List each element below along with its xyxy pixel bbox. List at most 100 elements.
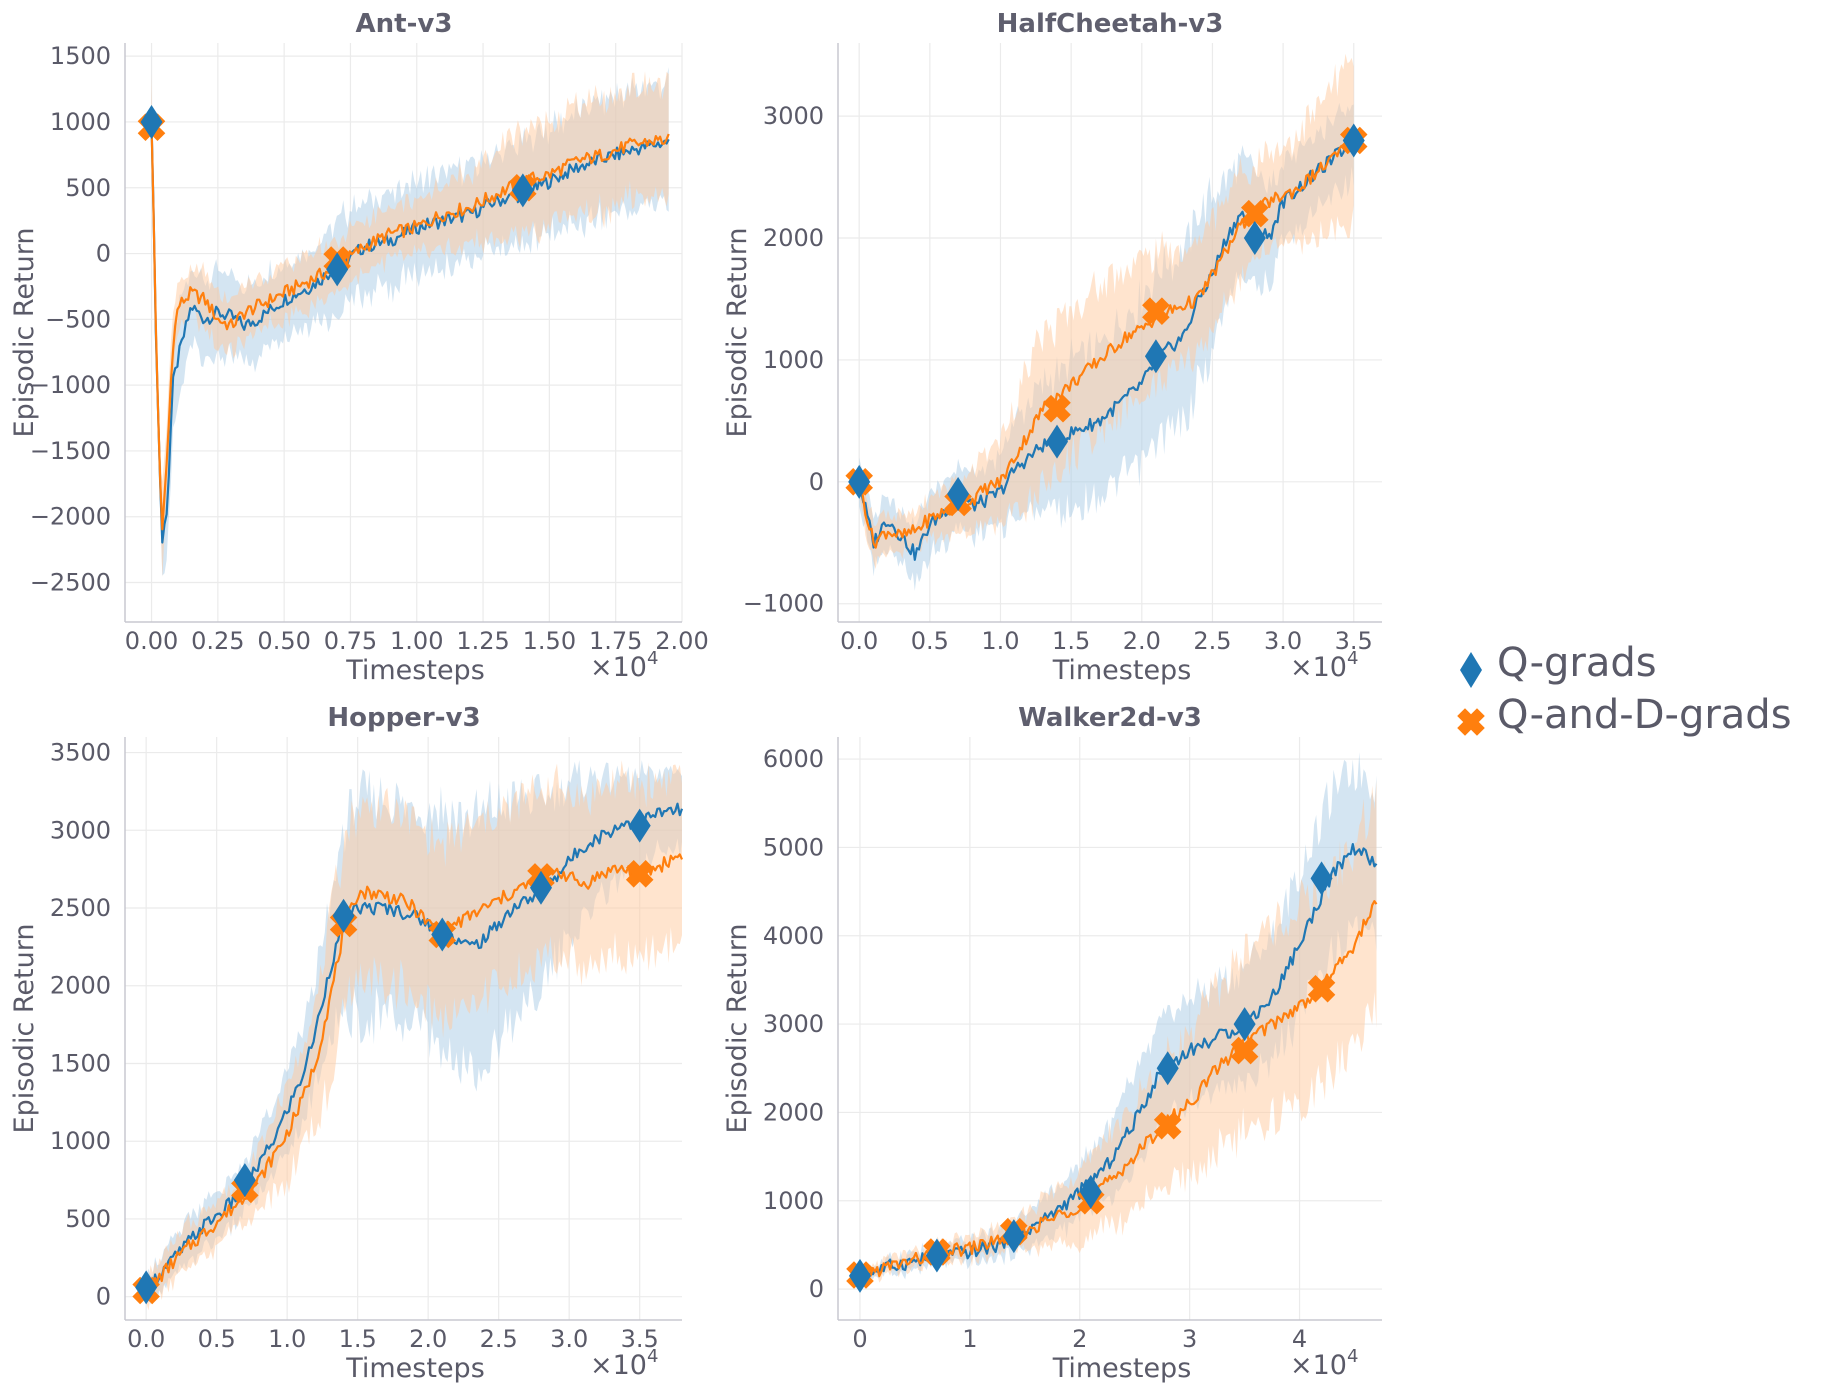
- confidence-bands: [146, 760, 682, 1311]
- x-tick-label: 1.0: [981, 627, 1019, 655]
- band-q-and-d-grads: [151, 71, 669, 578]
- x-cross-marker-icon: [1457, 708, 1485, 736]
- marker-q-grads: [233, 1163, 256, 1198]
- y-tick-label: −1000: [30, 371, 111, 399]
- y-tick-label: −2500: [30, 569, 111, 597]
- x-axis-label: Timesteps: [345, 1353, 485, 1384]
- x-tick-label: 2.0: [1123, 627, 1161, 655]
- y-tick-label: 6000: [763, 745, 824, 773]
- axes: [837, 737, 1382, 1321]
- y-tick-label: 500: [65, 1205, 111, 1233]
- marker-q-grads: [332, 898, 355, 933]
- x-tick-label: 0.00: [125, 627, 178, 655]
- y-tick-label: −2000: [30, 503, 111, 531]
- panel-ant: 0.00 0.25 0.50 0.75 1.00 1.25 1.50 1.75 2.00 −25…: [9, 9, 709, 686]
- marker-q-grads: [848, 464, 871, 499]
- chart-title: Hopper-v3: [327, 703, 480, 733]
- panel-halfcheetah: 0.0 0.5 1.0 1.5 2.0 2.5 3.0 3.5 −1000 0 1000 2000 3…: [722, 9, 1382, 686]
- x-tick-label: 2.0: [409, 1325, 447, 1353]
- x-tick-label: 0: [852, 1325, 867, 1353]
- y-tick-labels: −2500 −2000 −1500 −1000 −500 0 500 1000 1500: [30, 42, 111, 596]
- x-tick-label: 1.00: [390, 627, 443, 655]
- marker-q-grads: [1310, 861, 1333, 896]
- confidence-bands: [151, 67, 669, 578]
- x-tick-label: 1.5: [1052, 627, 1090, 655]
- y-tick-label: −500: [45, 305, 111, 333]
- confidence-bands: [859, 53, 1354, 591]
- x-tick-label: 3.0: [550, 1325, 588, 1353]
- y-axis-label: Episodic Return: [9, 228, 40, 438]
- x-tick-label: 3.5: [1335, 627, 1373, 655]
- y-axis-label: Episodic Return: [722, 924, 753, 1134]
- marker-q-and-d-grads: [1142, 297, 1170, 325]
- marker-q-grads: [326, 252, 349, 287]
- y-tick-label: 0: [96, 1283, 111, 1311]
- marker-q-and-d-grads: [1153, 1111, 1182, 1140]
- x-tick-labels: 0 1 2 3 4: [852, 1325, 1307, 1353]
- band-q-and-d-grads: [859, 53, 1354, 569]
- y-tick-label: 0: [96, 240, 111, 268]
- axes: [124, 43, 682, 623]
- axes: [837, 43, 1382, 623]
- y-tick-label: 5000: [763, 833, 824, 861]
- chart-title: Ant-v3: [356, 9, 453, 39]
- x-tick-label: 3: [1182, 1325, 1197, 1353]
- legend: Q-grads Q-and-D-grads: [1457, 640, 1792, 738]
- x-multiplier: ×104: [590, 648, 658, 683]
- y-tick-label: 2000: [763, 224, 824, 252]
- marker-q-grads: [947, 477, 970, 512]
- x-tick-labels: 0.00 0.25 0.50 0.75 1.00 1.25 1.50 1.75 2.00: [125, 627, 709, 655]
- marker-q-grads: [1002, 1219, 1025, 1254]
- y-tick-label: −1500: [30, 437, 111, 465]
- x-tick-label: 1.75: [589, 627, 642, 655]
- marker-q-and-d-grads: [1307, 975, 1336, 1003]
- marker-q-grads: [1144, 339, 1167, 374]
- x-tick-label: 2.00: [655, 627, 708, 655]
- chart-title: HalfCheetah-v3: [997, 9, 1224, 39]
- x-axis-label: Timesteps: [1052, 655, 1192, 686]
- marker-q-grads: [1079, 1174, 1102, 1209]
- y-tick-label: 500: [65, 174, 111, 202]
- x-tick-label: 3.0: [1264, 627, 1302, 655]
- series-markers: [846, 861, 1336, 1293]
- series-lines: [150, 121, 670, 544]
- marker-q-grads: [1156, 1051, 1179, 1086]
- marker-q-grads: [628, 808, 651, 843]
- y-tick-label: 3500: [50, 739, 111, 767]
- marker-q-grads: [135, 1270, 158, 1305]
- series-markers: [137, 104, 537, 287]
- y-tick-label: 3000: [763, 102, 824, 130]
- band-q-and-d-grads: [860, 780, 1377, 1283]
- x-axis-label: Timesteps: [1052, 1353, 1192, 1384]
- x-tick-label: 0.75: [324, 627, 377, 655]
- y-tick-label: 0: [809, 1275, 824, 1303]
- line-q-and-d-grads: [858, 135, 1355, 549]
- y-tick-label: 1000: [763, 1187, 824, 1215]
- marker-q-grads: [1342, 123, 1365, 158]
- marker-q-grads: [925, 1238, 948, 1273]
- x-tick-label: 0.5: [198, 1325, 236, 1353]
- y-tick-label: 0: [809, 468, 824, 496]
- x-tick-label: 2: [1072, 1325, 1087, 1353]
- x-tick-label: 0.50: [257, 627, 310, 655]
- y-tick-label: −1000: [743, 590, 824, 618]
- x-tick-labels: 0.0 0.5 1.0 1.5 2.0 2.5 3.0 3.5: [127, 1325, 659, 1353]
- y-tick-label: 1000: [50, 1127, 111, 1155]
- y-tick-label: 1000: [763, 346, 824, 374]
- x-tick-label: 4: [1292, 1325, 1307, 1353]
- y-axis-label: Episodic Return: [722, 228, 753, 438]
- marker-q-and-d-grads: [1230, 1036, 1259, 1065]
- x-multiplier: ×104: [590, 1346, 658, 1381]
- legend-item-q-grads: Q-grads: [1460, 640, 1657, 688]
- series-markers: [132, 808, 654, 1305]
- x-tick-label: 1: [962, 1325, 977, 1353]
- y-tick-label: 3000: [763, 1010, 824, 1038]
- x-tick-label: 1.25: [456, 627, 509, 655]
- legend-label: Q-and-D-grads: [1497, 692, 1792, 738]
- x-tick-label: 0.25: [191, 627, 244, 655]
- y-axis-label: Episodic Return: [9, 924, 40, 1134]
- x-tick-label: 1.5: [339, 1325, 377, 1353]
- x-tick-label: 1.50: [523, 627, 576, 655]
- x-multiplier: ×104: [1290, 1346, 1358, 1381]
